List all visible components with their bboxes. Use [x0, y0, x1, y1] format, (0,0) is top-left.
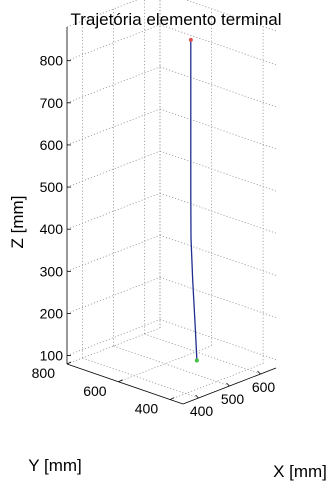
z-gridline	[159, 150, 277, 192]
z-gridline	[159, 319, 277, 360]
grid-lines	[66, 0, 277, 400]
y-gridline	[169, 363, 264, 400]
y-tick-label: 400	[135, 401, 159, 417]
axes: 100 200 300 400 500 600 700 800 400 600 800 400 500 6…	[32, 27, 277, 419]
x-gridline	[82, 357, 199, 399]
z-gridline	[66, 66, 161, 104]
z-gridline	[159, 192, 277, 234]
z-tick-label: 400	[40, 221, 64, 237]
z-tick-label: 200	[40, 305, 64, 321]
x-tick-label: 600	[252, 379, 276, 395]
chart-title: Trajetória elemento terminal	[70, 10, 281, 29]
y-axis-line	[66, 363, 184, 405]
data-layer	[188, 37, 199, 363]
y-gridline	[118, 345, 212, 383]
y-axis-label: Y [mm]	[28, 456, 82, 475]
y-gridline	[66, 327, 161, 365]
z-gridline	[66, 277, 161, 314]
z-gridline	[66, 319, 161, 356]
end-marker	[194, 358, 199, 363]
z-tick-label: 100	[40, 348, 64, 364]
start-marker	[188, 37, 193, 42]
x-tick	[226, 382, 230, 387]
y-tick	[169, 397, 175, 400]
x-tick	[195, 394, 199, 399]
x-gridline	[144, 333, 261, 375]
z-tick-label: 600	[40, 137, 64, 153]
x-tick-label: 500	[221, 391, 245, 407]
z-gridline	[159, 66, 277, 108]
y-tick	[118, 379, 123, 383]
z-gridline	[66, 108, 161, 146]
x-gridline	[113, 345, 230, 387]
z-gridline	[159, 277, 277, 318]
y-tick-label: 800	[32, 365, 56, 381]
labels: Trajetória elemento terminal Z [mm] Y [m…	[8, 10, 327, 481]
z-tick-label: 300	[40, 263, 64, 279]
z-gridline	[159, 108, 277, 150]
x-tick-label: 400	[190, 403, 214, 419]
x-axis-label: X [mm]	[273, 462, 327, 481]
z-axis-label: Z [mm]	[8, 196, 27, 249]
z-gridline	[159, 234, 277, 276]
y-tick-label: 600	[83, 383, 107, 399]
trajectory-line	[190, 39, 198, 361]
back-edge	[185, 0, 277, 32]
z-gridline	[159, 24, 277, 66]
z-tick-label: 800	[40, 53, 64, 69]
x-tick	[257, 370, 261, 375]
z-gridline	[66, 234, 161, 272]
back-edge	[66, 0, 138, 28]
y-tick	[66, 361, 72, 365]
z-tick-label: 500	[40, 179, 64, 195]
z-tick-label: 700	[40, 95, 64, 111]
z-gridline	[66, 24, 161, 62]
